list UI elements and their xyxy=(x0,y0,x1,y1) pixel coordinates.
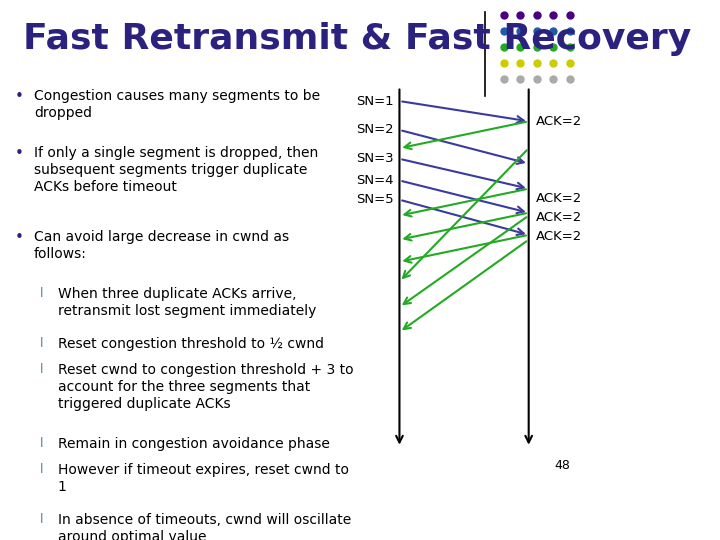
Text: If only a single segment is dropped, then
subsequent segments trigger duplicate
: If only a single segment is dropped, the… xyxy=(34,146,318,194)
Text: ACK=2: ACK=2 xyxy=(536,230,582,244)
Text: Fast Retransmit & Fast Recovery: Fast Retransmit & Fast Recovery xyxy=(24,22,692,56)
Text: l: l xyxy=(40,287,43,300)
Text: Can avoid large decrease in cwnd as
follows:: Can avoid large decrease in cwnd as foll… xyxy=(34,230,289,261)
Text: •: • xyxy=(14,230,24,245)
Text: Reset congestion threshold to ½ cwnd: Reset congestion threshold to ½ cwnd xyxy=(58,337,323,351)
Text: l: l xyxy=(40,513,43,526)
Text: However if timeout expires, reset cwnd to
1: However if timeout expires, reset cwnd t… xyxy=(58,463,348,494)
Text: SN=3: SN=3 xyxy=(356,152,394,165)
Text: Remain in congestion avoidance phase: Remain in congestion avoidance phase xyxy=(58,437,330,451)
Text: When three duplicate ACKs arrive,
retransmit lost segment immediately: When three duplicate ACKs arrive, retran… xyxy=(58,287,316,318)
Text: Reset cwnd to congestion threshold + 3 to
account for the three segments that
tr: Reset cwnd to congestion threshold + 3 t… xyxy=(58,363,354,411)
Text: SN=5: SN=5 xyxy=(356,193,394,206)
Text: •: • xyxy=(14,89,24,104)
Text: l: l xyxy=(40,463,43,476)
Text: l: l xyxy=(40,437,43,450)
Text: ACK=2: ACK=2 xyxy=(536,211,582,224)
Text: ACK=2: ACK=2 xyxy=(536,115,582,128)
Text: ACK=2: ACK=2 xyxy=(536,192,582,205)
Text: 48: 48 xyxy=(554,458,570,471)
Text: In absence of timeouts, cwnd will oscillate
around optimal value: In absence of timeouts, cwnd will oscill… xyxy=(58,513,351,540)
Text: l: l xyxy=(40,337,43,350)
Text: SN=4: SN=4 xyxy=(356,174,394,187)
Text: Congestion causes many segments to be
dropped: Congestion causes many segments to be dr… xyxy=(34,89,320,120)
Text: l: l xyxy=(40,363,43,376)
Text: SN=1: SN=1 xyxy=(356,94,394,107)
Text: SN=2: SN=2 xyxy=(356,124,394,137)
Text: •: • xyxy=(14,146,24,161)
